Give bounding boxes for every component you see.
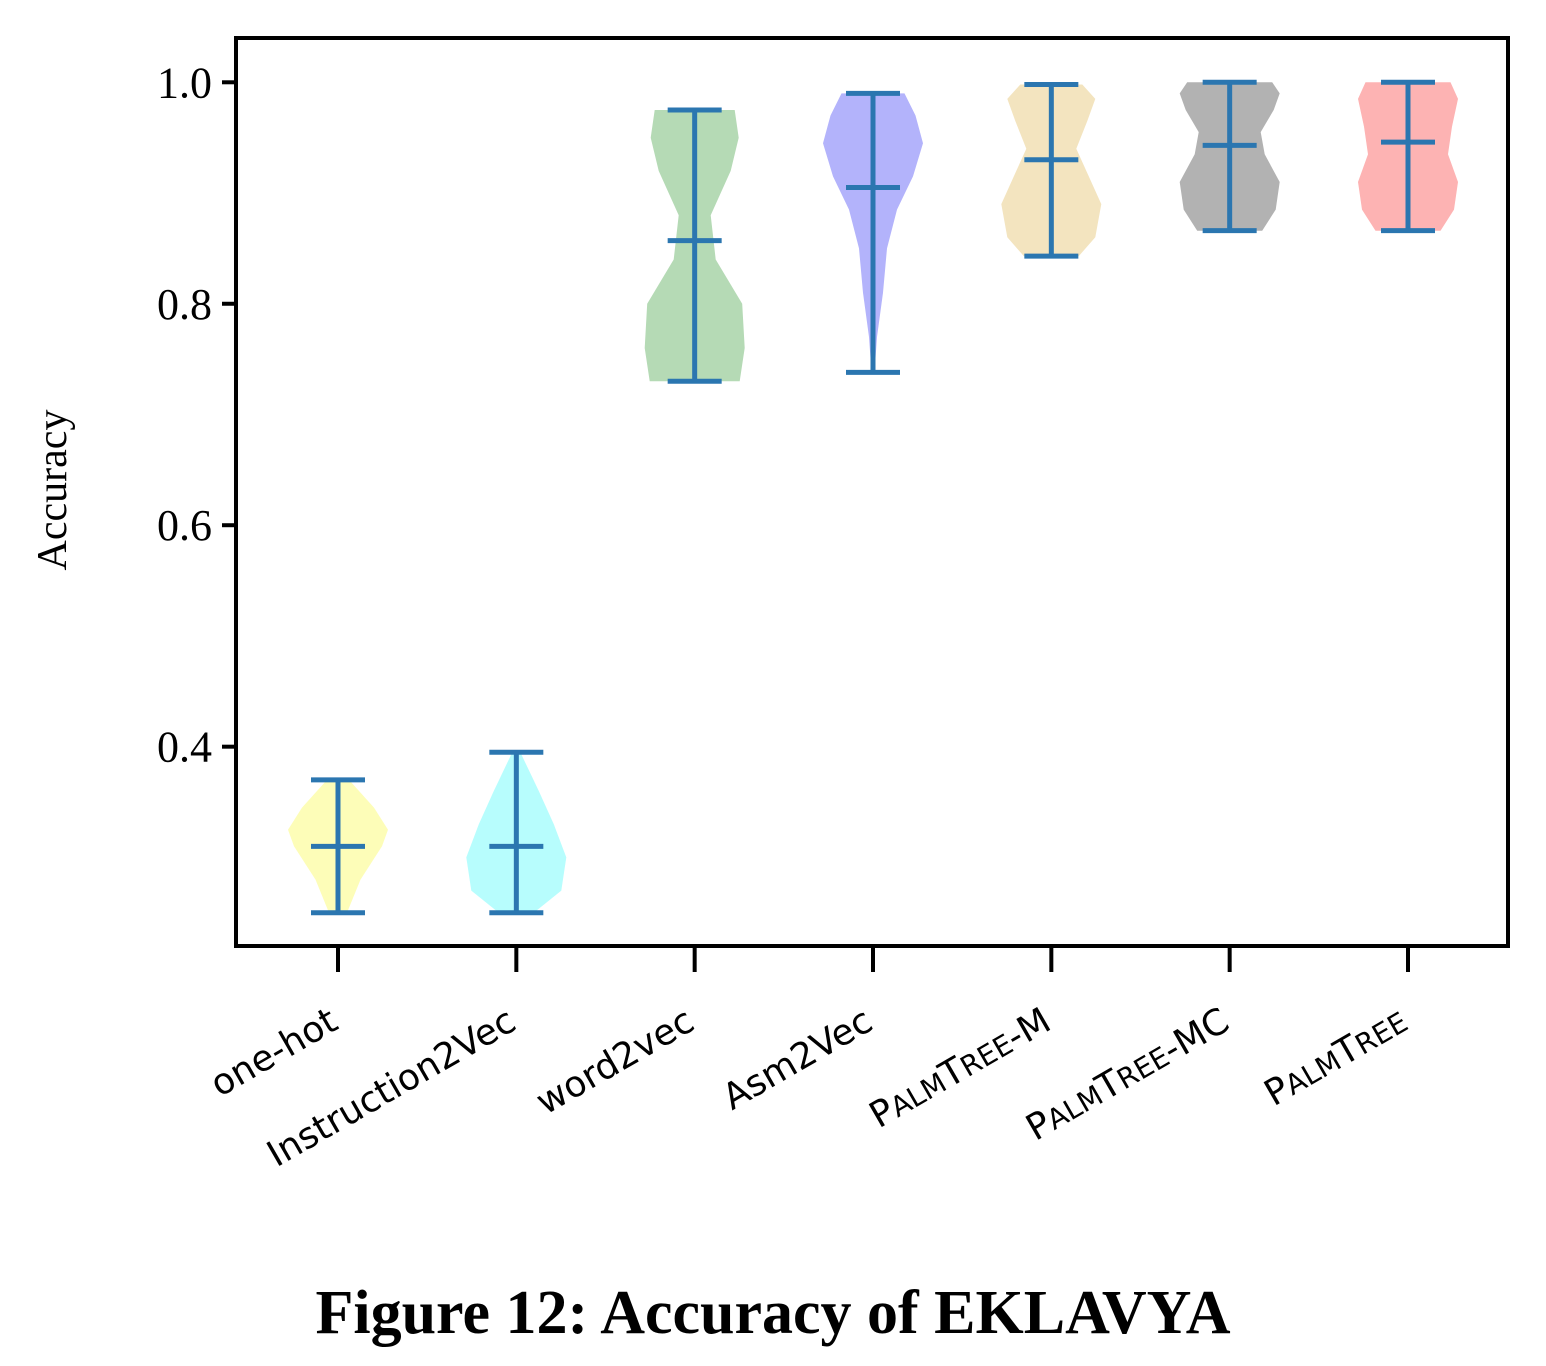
y-axis: 0.4 0.6 0.8 1.0 (157, 58, 236, 772)
y-axis-label: Accuracy (30, 410, 76, 571)
y-tick-label: 0.6 (157, 501, 212, 550)
y-tick-label: 1.0 (157, 58, 212, 107)
x-tick-label: word2vec (529, 1000, 701, 1123)
y-tick-label: 0.4 (157, 723, 212, 772)
x-tick-label: PALMTREE (1258, 1000, 1415, 1114)
x-tick-label: PALMTREE-MC (1019, 1000, 1236, 1149)
x-tick-label: one-hot (204, 1000, 345, 1105)
errorbars-layer (311, 79, 1435, 916)
x-tick-label: Asm2Vec (716, 1000, 880, 1118)
figure-caption: Figure 12: Accuracy of EKLAVYA (315, 1279, 1231, 1347)
y-tick-label: 0.8 (157, 280, 212, 329)
